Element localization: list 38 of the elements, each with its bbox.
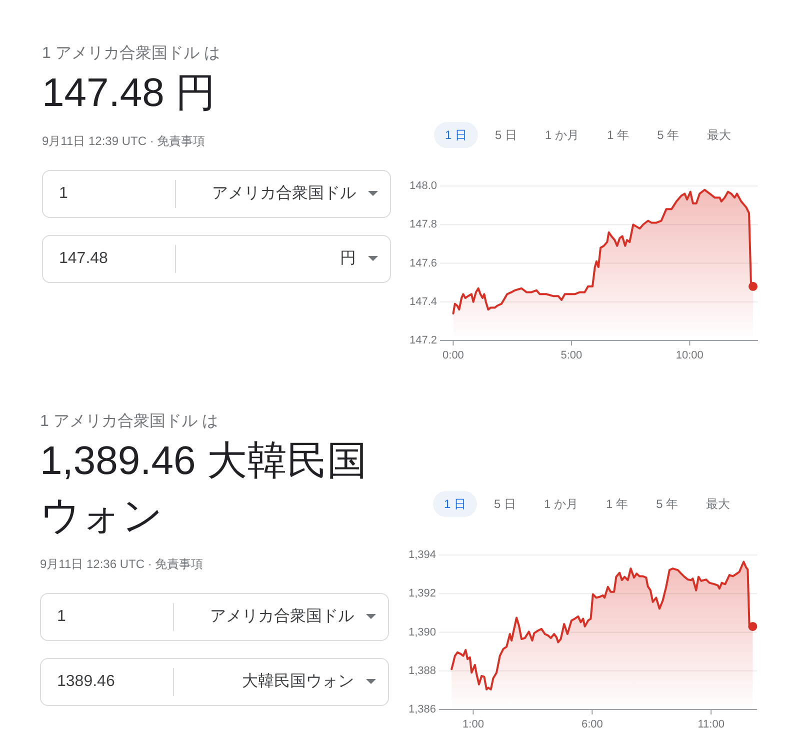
text: 1 年 [607, 128, 630, 142]
y-tick-label: 147.2 [409, 334, 437, 346]
y-tick-label: 1,390 [408, 626, 436, 638]
x-tick-label: 6:00 [580, 718, 602, 730]
x-tick-label: 0:00 [442, 350, 464, 362]
text: 147.48 円 [42, 70, 216, 117]
input-field: 1 アメリカ合衆国ドル [40, 593, 389, 641]
input-field: 1 アメリカ合衆国ドル [42, 170, 391, 218]
y-tick-label: 1,388 [408, 664, 436, 676]
text: 1,389.46 大韓民国ウォン [40, 438, 368, 540]
y-tick-label: 147.8 [409, 218, 437, 231]
text: 1 年 [606, 496, 628, 510]
text: 最大 [706, 496, 730, 510]
text: 1 日 [445, 128, 468, 142]
text: 5 年 [656, 496, 678, 510]
input-field: 147.48 円 [42, 235, 391, 283]
y-tick-label: 1,392 [408, 587, 436, 600]
x-tick-label: 1:00 [462, 718, 484, 730]
text: 5 年 [657, 128, 680, 142]
y-tick-label: 148.0 [409, 180, 437, 192]
text: 1 日 [444, 496, 466, 510]
x-tick-label: 10:00 [676, 350, 704, 362]
text: 1 か月 [544, 496, 578, 510]
text: 9月11日 12:39 UTC · 免責事項 [42, 133, 206, 149]
x-tick-label: 11:00 [697, 718, 724, 730]
y-tick-label: 147.4 [409, 296, 437, 308]
input-field: 1389.46 大韓民国ウォン [40, 658, 389, 706]
text: 1 アメリカ合衆国ドル は [42, 44, 221, 64]
y-tick-label: 1,394 [408, 548, 436, 560]
text: 9月11日 12:36 UTC · 免責事項 [40, 556, 204, 572]
text: 最大 [707, 128, 732, 142]
y-tick-label: 147.6 [409, 257, 437, 270]
text: 5 日 [495, 128, 518, 142]
x-tick-label: 5:00 [560, 350, 582, 362]
text: 1 アメリカ合衆国ドル は [40, 412, 219, 432]
y-tick-label: 1,386 [408, 703, 436, 715]
text: 1 か月 [545, 128, 580, 142]
text: 5 日 [494, 496, 516, 510]
